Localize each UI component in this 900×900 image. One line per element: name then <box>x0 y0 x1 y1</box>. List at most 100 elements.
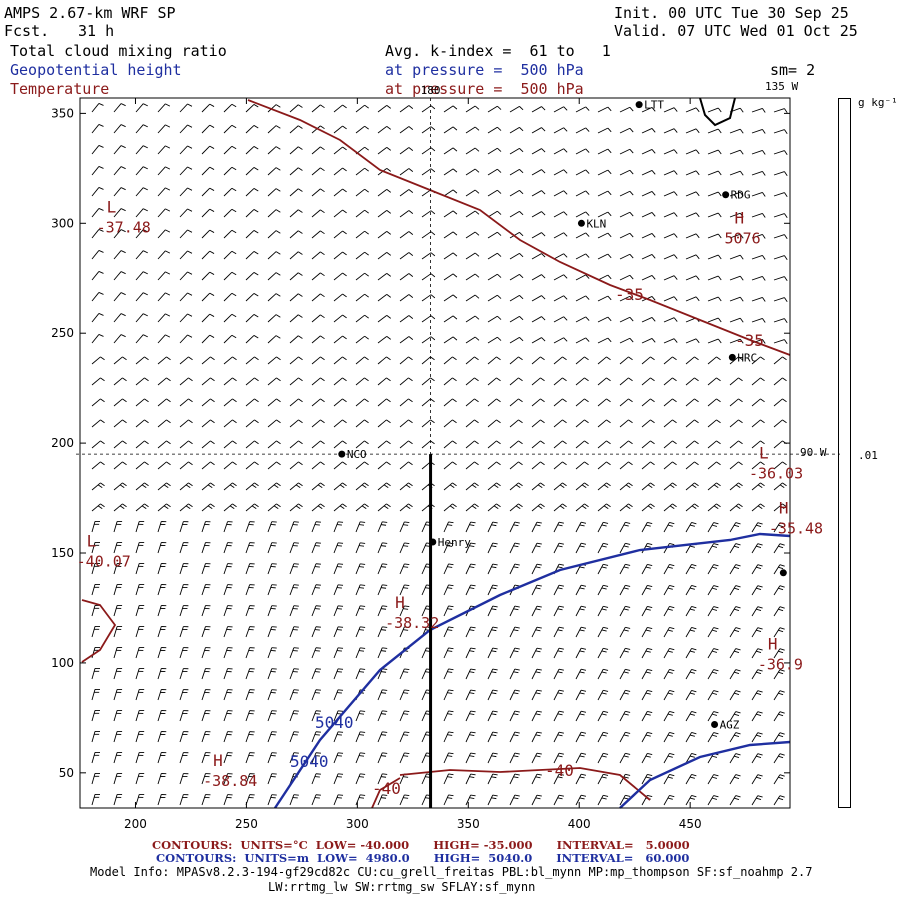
wind-barb <box>487 647 494 659</box>
wind-barb <box>575 482 585 491</box>
wind-barb-flag <box>320 230 325 235</box>
wind-barb-flag <box>734 776 740 779</box>
wind-barb <box>751 543 759 554</box>
wind-barb-flag <box>144 356 149 361</box>
wind-barb <box>487 294 498 302</box>
wind-barb <box>355 230 365 239</box>
wind-barb-flag <box>669 732 675 735</box>
wind-barb-flag <box>447 587 453 589</box>
wind-barb <box>201 187 211 197</box>
avg-kindex: Avg. k-index = 61 to 1 <box>385 42 611 60</box>
wind-barb <box>597 190 609 197</box>
meridian-label: 180 <box>421 84 441 97</box>
wind-barb-flag <box>691 585 697 588</box>
wind-barb <box>355 605 361 617</box>
wind-barb <box>289 584 295 596</box>
wind-barb <box>443 731 449 743</box>
wind-barb <box>619 316 631 323</box>
wind-barb-flag <box>647 542 653 546</box>
wind-barb <box>685 606 692 617</box>
wind-barb <box>377 231 388 239</box>
wind-barb-flag <box>448 773 454 776</box>
wind-barb-flag <box>254 377 259 382</box>
wind-barb <box>135 208 144 218</box>
wind-barb-flag <box>782 503 787 508</box>
wind-barb-flag <box>447 713 453 715</box>
wind-barb-flag <box>735 711 741 714</box>
wind-barb <box>399 210 410 218</box>
wind-barb <box>707 543 715 554</box>
wind-barb <box>179 313 188 323</box>
wind-barb-flag <box>404 626 410 629</box>
wind-barb-flag <box>584 356 589 361</box>
wind-barb-flag <box>734 566 740 569</box>
wind-barb-flag <box>713 606 719 609</box>
wind-barb <box>641 648 648 659</box>
wind-barb <box>91 668 96 680</box>
wind-barb-flag <box>691 753 697 756</box>
wind-barb <box>201 647 206 659</box>
wind-barb-flag <box>188 377 193 382</box>
wind-barb-flag <box>386 210 392 214</box>
wind-barb-flag <box>689 566 695 569</box>
temperature-contour-label: -35 <box>735 331 764 350</box>
wind-barb <box>729 461 739 470</box>
wind-barb <box>729 711 737 722</box>
wind-barb <box>597 127 609 134</box>
top-longitude-label: 135 W <box>765 80 798 93</box>
wind-barb-flag <box>100 503 105 508</box>
wind-barb-flag <box>558 773 564 776</box>
wind-barb <box>751 753 759 764</box>
wind-barb-flag <box>711 776 718 779</box>
wind-barb <box>773 753 781 764</box>
wind-barb-flag <box>579 797 585 800</box>
wind-barb-flag <box>364 482 369 487</box>
wind-barb-flag <box>601 545 607 548</box>
wind-barb-flag <box>447 608 453 610</box>
wind-barb <box>553 106 564 113</box>
wind-barb <box>245 167 255 176</box>
wind-barb-flag <box>623 797 629 800</box>
wind-barb-flag <box>779 505 785 510</box>
wind-barb-flag <box>491 776 497 779</box>
wind-barb-flag <box>364 209 369 214</box>
wind-barb <box>377 189 388 197</box>
wind-barb <box>377 647 383 659</box>
wind-barb <box>531 503 541 512</box>
wind-barb-flag <box>579 776 585 779</box>
wind-barb-flag <box>430 336 436 341</box>
wind-barb-flag <box>645 524 651 527</box>
wind-barb <box>223 521 229 533</box>
wind-barb-flag <box>647 773 653 777</box>
wind-barb-flag <box>629 211 634 217</box>
wind-barb <box>333 398 343 407</box>
wind-barb-flag <box>430 168 436 173</box>
wind-barb <box>729 317 741 323</box>
wind-barb <box>663 233 675 239</box>
wind-barb <box>487 168 498 176</box>
wind-barb-flag <box>298 293 303 297</box>
wind-barb-flag <box>452 503 457 508</box>
wind-barb <box>421 294 432 302</box>
wind-barb-flag <box>232 419 237 424</box>
wind-barb-flag <box>756 734 762 738</box>
wind-barb <box>773 627 781 638</box>
wind-barb-flag <box>492 647 498 650</box>
station-label: Henry <box>438 536 471 549</box>
wind-barb-flag <box>756 545 762 549</box>
wind-barb <box>179 521 184 533</box>
wind-barb <box>311 542 317 554</box>
wind-barb <box>289 668 295 680</box>
wind-barb-flag <box>669 627 675 630</box>
wind-barb-flag <box>667 629 673 632</box>
wind-barb-flag <box>408 189 414 193</box>
wind-barb <box>399 440 409 449</box>
wind-barb <box>179 794 184 806</box>
wind-barb-flag <box>470 710 476 713</box>
wind-barb <box>113 208 122 218</box>
wind-barb <box>707 461 717 470</box>
wind-barb <box>157 461 167 470</box>
wind-barb <box>685 669 692 680</box>
wind-barb <box>91 145 100 155</box>
wind-barb-flag <box>673 275 678 280</box>
